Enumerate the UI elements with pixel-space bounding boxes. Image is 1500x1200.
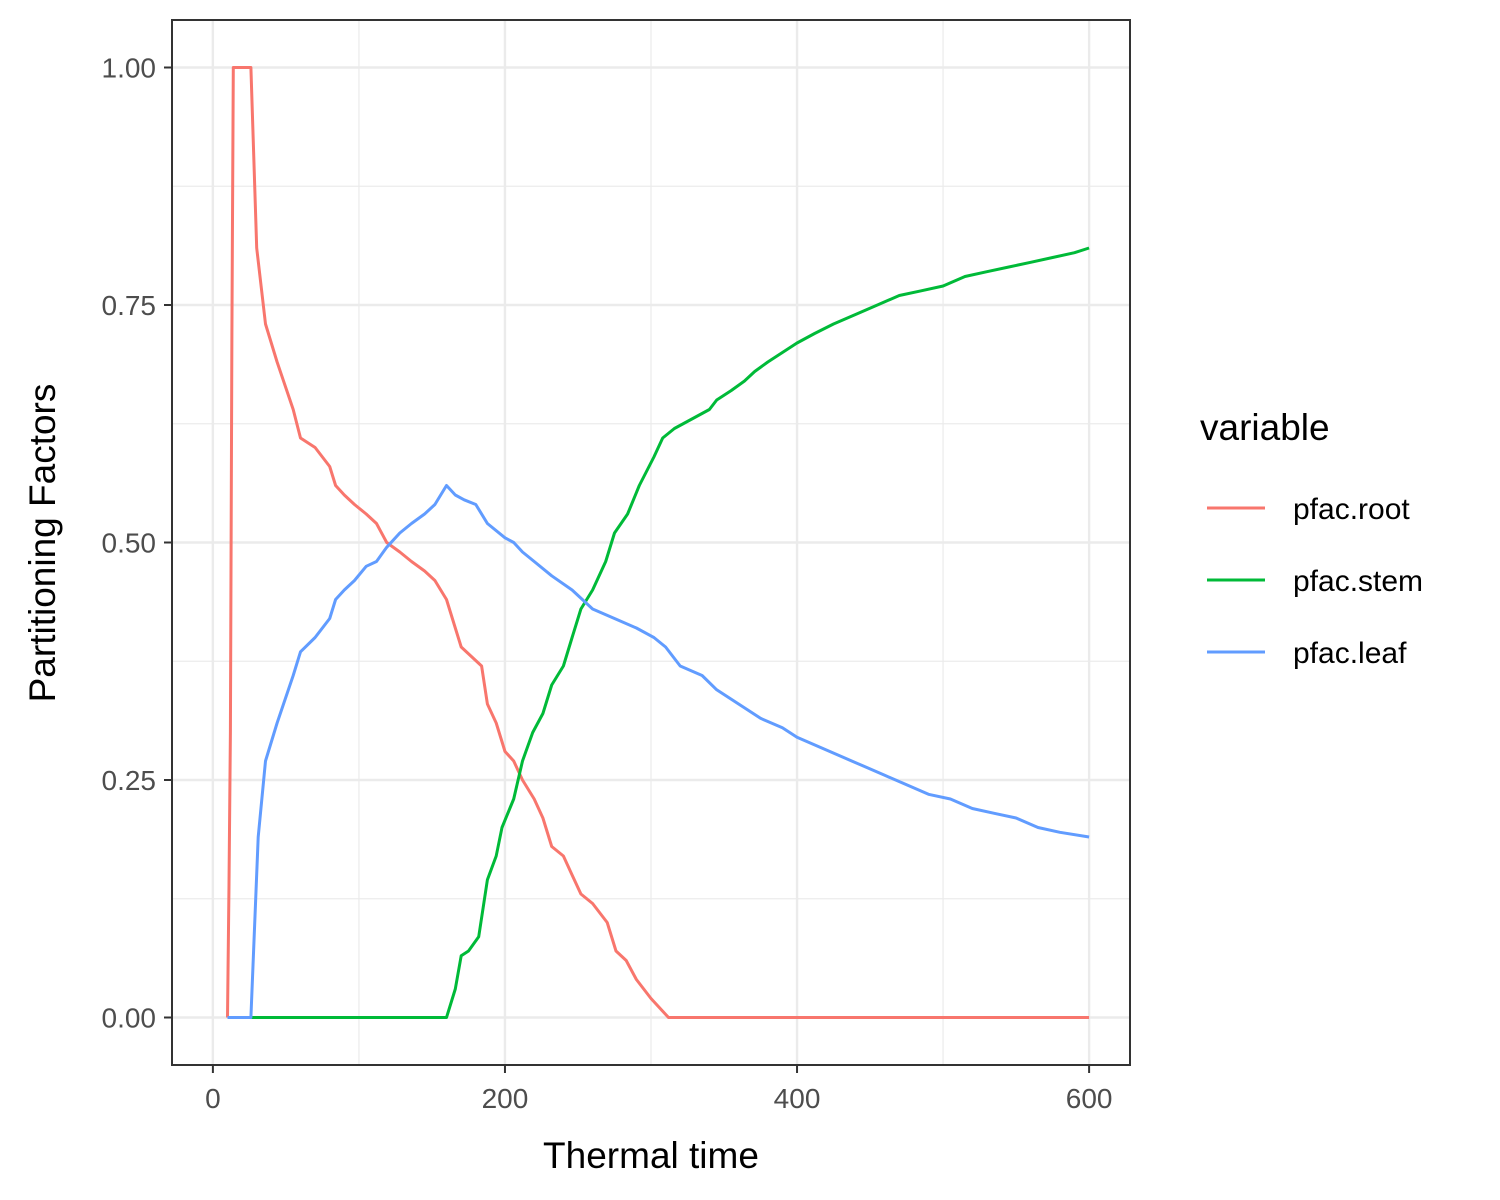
x-tick-label: 200 (482, 1083, 529, 1114)
legend-label-pfac-stem: pfac.stem (1293, 565, 1423, 598)
y-tick-label: 0.50 (102, 528, 157, 559)
y-tick-label: 0.75 (102, 290, 157, 321)
series-line-pfac-leaf (227, 484, 1090, 1019)
legend-label-pfac-root: pfac.root (1293, 493, 1410, 526)
legend-title: variable (1200, 407, 1330, 448)
y-axis-title: Partitioning Factors (22, 384, 63, 703)
series-group (226, 66, 1090, 1019)
series-line-pfac-root (226, 66, 1090, 1019)
x-tick-label: 0 (205, 1083, 221, 1114)
series-line-pfac-stem (227, 246, 1090, 1019)
legend-label-pfac-leaf: pfac.leaf (1293, 637, 1407, 670)
x-tick-label: 400 (774, 1083, 821, 1114)
x-axis-title: Thermal time (543, 1135, 759, 1176)
axis-ticks: 0 200 400 600 0.00 0.25 0.50 0.75 1.00 (102, 53, 1113, 1115)
x-tick-label: 600 (1066, 1083, 1113, 1114)
y-tick-label: 1.00 (102, 53, 157, 84)
y-tick-label: 0.00 (102, 1003, 157, 1034)
legend: variable pfac.root pfac.stem pfac.leaf (1200, 407, 1423, 670)
y-tick-label: 0.25 (102, 765, 157, 796)
